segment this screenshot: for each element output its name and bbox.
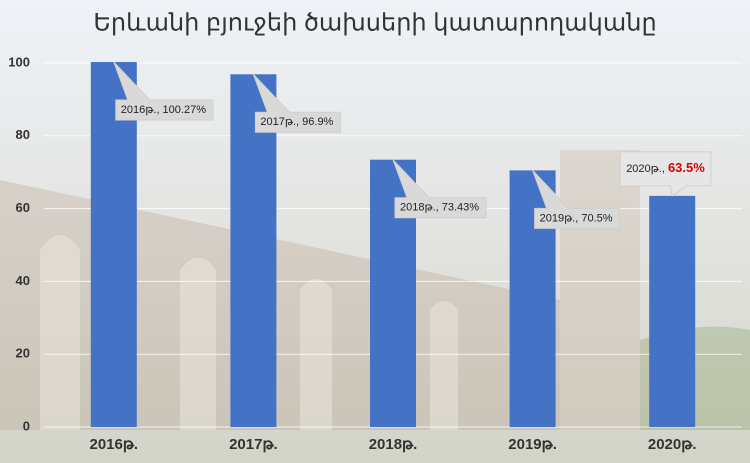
- value-callout: 2019թ., 70.5%: [532, 170, 621, 229]
- y-tick-label: 20: [16, 346, 30, 361]
- value-label: 2017թ., 96.9%: [260, 116, 333, 128]
- value-label: 2020թ., 63.5%: [626, 160, 705, 175]
- value-label: 2019թ., 70.5%: [540, 212, 613, 224]
- x-tick-label: 2017թ.: [229, 436, 278, 453]
- callout-box: [392, 159, 487, 219]
- x-tick-label: 2018թ.: [369, 436, 418, 453]
- value-callout: 2017թ., 96.9%: [252, 73, 341, 133]
- x-tick-label: 2020թ.: [648, 436, 697, 453]
- value-label-highlight: 63.5%: [668, 160, 705, 175]
- callout-box: [252, 73, 341, 133]
- value-callout: 2020թ., 63.5%: [619, 151, 712, 197]
- value-label: 2018թ., 73.43%: [400, 202, 479, 214]
- y-tick-label: 80: [16, 127, 30, 142]
- value-label: 2016թ., 100.27%: [121, 104, 206, 116]
- y-tick-label: 0: [23, 418, 30, 433]
- value-label-part: 2020թ.,: [626, 163, 668, 175]
- y-tick-label: 40: [16, 273, 30, 288]
- bar: [649, 195, 696, 427]
- callout-box: [619, 151, 712, 197]
- callout-box: [532, 170, 621, 229]
- value-callout: 2016թ., 100.27%: [113, 61, 214, 121]
- chart-title: Երևանի բյուջեի ծախսերի կատարողականը: [93, 9, 656, 36]
- x-tick-label: 2019թ.: [508, 436, 557, 453]
- bar: [90, 62, 137, 427]
- x-tick-label: 2016թ.: [89, 436, 138, 453]
- callout-box: [113, 61, 214, 121]
- y-tick-label: 60: [16, 200, 30, 215]
- value-callout: 2018թ., 73.43%: [392, 159, 487, 219]
- y-tick-label: 100: [8, 54, 30, 69]
- bar: [230, 74, 277, 427]
